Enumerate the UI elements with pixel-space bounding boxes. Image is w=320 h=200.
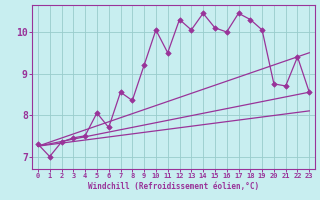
X-axis label: Windchill (Refroidissement éolien,°C): Windchill (Refroidissement éolien,°C) [88,182,259,191]
